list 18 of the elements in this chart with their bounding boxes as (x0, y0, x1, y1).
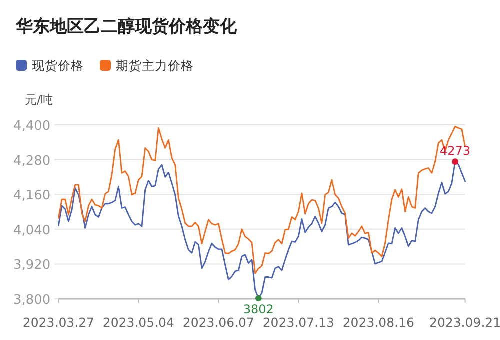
y-tick-label: 4,040 (13, 223, 51, 238)
x-tick-label: 2023.05.04 (102, 315, 175, 330)
y-tick-label: 4,280 (13, 154, 51, 169)
chart-title: 华东地区乙二醇现货价格变化 (15, 17, 238, 37)
y-tick-label: 4,160 (13, 188, 51, 204)
x-tick-label: 2023.07.13 (262, 315, 334, 330)
x-tick-label: 2023.08.16 (342, 315, 414, 330)
y-tick-label: 3,800 (13, 293, 51, 308)
legend-label: 期货主力价格 (116, 58, 194, 73)
data-label: 4273 (440, 144, 471, 158)
x-tick-label: 2023.09.21 (430, 315, 500, 330)
y-tick-label: 3,920 (13, 258, 51, 274)
x-tick-label: 2023.06.07 (182, 315, 254, 330)
y-axis-title: 元/吨 (25, 93, 54, 107)
legend-label: 现货价格 (32, 58, 84, 73)
data-label: 3802 (243, 302, 274, 316)
x-tick-label: 2023.03.27 (22, 315, 94, 330)
y-tick-label: 4,400 (13, 119, 51, 134)
